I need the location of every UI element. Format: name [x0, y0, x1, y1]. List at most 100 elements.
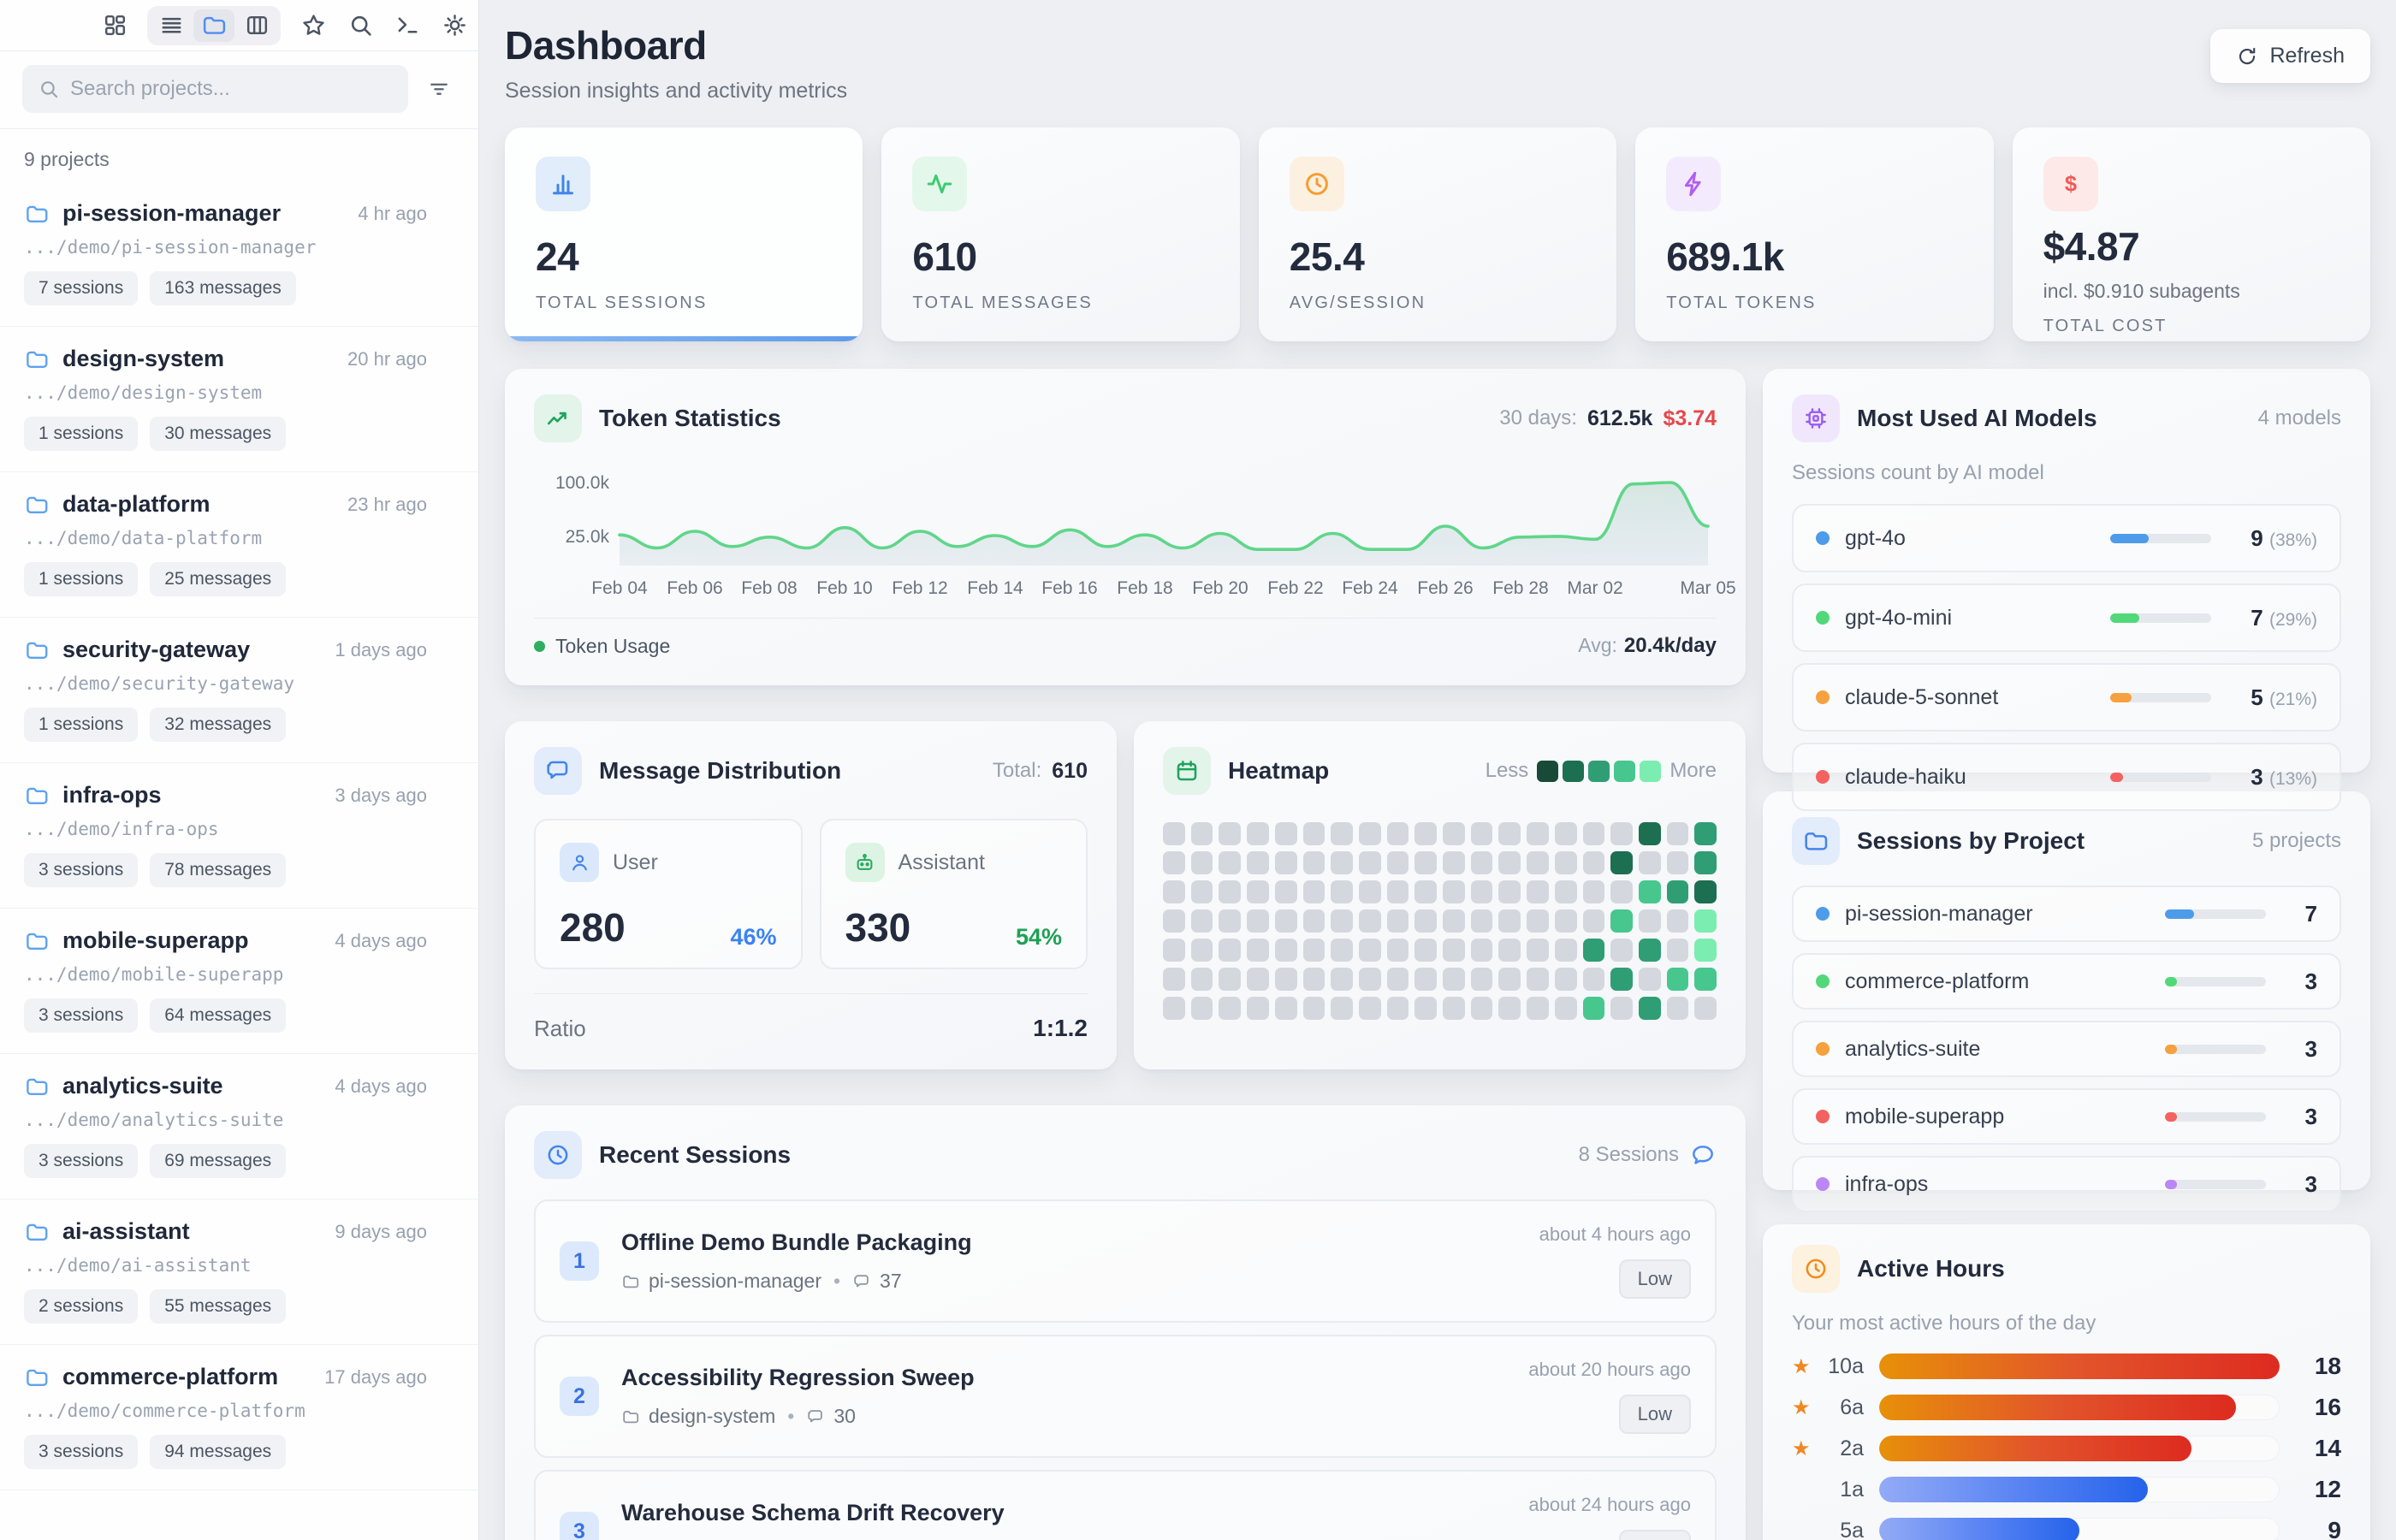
folder-icon	[621, 1272, 640, 1291]
x-tick-label: Feb 04	[591, 578, 647, 599]
heatmap-cell	[1667, 939, 1689, 962]
heatmap-cell	[1667, 880, 1689, 903]
chart-legend-label: Token Usage	[555, 635, 670, 658]
sidebar-project-item[interactable]: design-system 20 hr ago .../demo/design-…	[0, 327, 478, 472]
heatmap-cell	[1359, 880, 1381, 903]
project-updated-time: 9 days ago	[335, 1221, 427, 1243]
project-messages-badge: 69 messages	[150, 1144, 286, 1178]
active-hour-row-6a: ★ 6a 16	[1792, 1394, 2341, 1421]
project-sessions-row-commerce-platform[interactable]: commerce-platform 3	[1792, 953, 2341, 1010]
projects-count: 9 projects	[0, 129, 478, 181]
model-row-gpt-4o[interactable]: gpt-4o 9 (38%)	[1792, 504, 2341, 572]
heatmap-cell	[1387, 909, 1409, 933]
project-sessions-bar	[2165, 1180, 2266, 1189]
terminal-icon[interactable]	[393, 11, 422, 40]
folder-view-icon[interactable]	[193, 9, 234, 42]
message-icon	[806, 1407, 825, 1426]
heatmap-cell	[1191, 968, 1213, 991]
project-name: mobile-superapp	[1845, 1105, 2004, 1129]
sidebar-project-item[interactable]: commerce-platform 17 days ago .../demo/c…	[0, 1345, 478, 1490]
refresh-button[interactable]: Refresh	[2210, 29, 2370, 83]
titlebar	[0, 0, 478, 51]
x-tick-label: Feb 24	[1342, 578, 1397, 599]
sidebar-project-item[interactable]: mobile-superapp 4 days ago .../demo/mobi…	[0, 909, 478, 1054]
heatmap-cell	[1498, 822, 1521, 845]
model-color-dot	[1816, 770, 1830, 784]
project-color-dot	[1816, 1042, 1830, 1056]
sidebar-project-item[interactable]: security-gateway 1 days ago .../demo/sec…	[0, 618, 478, 763]
project-sessions-row-infra-ops[interactable]: infra-ops 3	[1792, 1156, 2341, 1212]
dashboard-grid-icon[interactable]	[100, 11, 129, 40]
heatmap-cell	[1443, 822, 1465, 845]
session-row[interactable]: 2 Accessibility Regression Sweep design-…	[534, 1335, 1717, 1458]
model-row-gpt-4o-mini[interactable]: gpt-4o-mini 7 (29%)	[1792, 583, 2341, 652]
session-row[interactable]: 3 Warehouse Schema Drift Recovery data-p…	[534, 1470, 1717, 1540]
heatmap-cell	[1303, 822, 1326, 845]
stat-card-total-sessions[interactable]: 24 TOTAL SESSIONS	[505, 127, 863, 341]
search-input[interactable]	[22, 65, 408, 113]
x-tick-label: Feb 18	[1117, 578, 1172, 599]
model-usage-value: 7 (29%)	[2211, 605, 2317, 631]
panel-title: Active Hours	[1857, 1255, 2005, 1282]
sidebar-project-item[interactable]: analytics-suite 4 days ago .../demo/anal…	[0, 1054, 478, 1199]
search-projects-field[interactable]	[70, 77, 393, 101]
view-switcher	[147, 6, 281, 45]
recent-sessions-panel: Recent Sessions 8 Sessions 1 Offline Dem…	[505, 1105, 1746, 1540]
heatmap-cell	[1555, 997, 1577, 1020]
filter-icon[interactable]	[422, 72, 456, 106]
heatmap-cell	[1667, 909, 1689, 933]
heatmap-cell	[1387, 880, 1409, 903]
session-priority-badge: Low	[1619, 1259, 1691, 1299]
project-name: infra-ops	[1845, 1172, 1928, 1197]
hour-label: 5a	[1818, 1519, 1864, 1540]
hour-bar	[1879, 1395, 2280, 1420]
project-sessions-badge: 7 sessions	[24, 271, 138, 305]
stat-card-avg-session[interactable]: 25.4 AVG/SESSION	[1259, 127, 1616, 341]
toolbar	[100, 6, 469, 45]
stat-card-total-tokens[interactable]: 689.1k TOTAL TOKENS	[1635, 127, 1993, 341]
folder-icon	[621, 1407, 640, 1426]
search-icon[interactable]	[346, 11, 375, 40]
sidebar-project-item[interactable]: infra-ops 3 days ago .../demo/infra-ops …	[0, 763, 478, 909]
columns-view-icon[interactable]	[236, 9, 277, 42]
star-icon[interactable]	[299, 11, 328, 40]
project-name: infra-ops	[62, 782, 162, 808]
heatmap-less-label: Less	[1486, 759, 1529, 783]
cpu-chip-icon	[1792, 394, 1840, 442]
legend-dot	[534, 641, 545, 652]
heatmap-cell	[1527, 880, 1549, 903]
heatmap-cell	[1610, 822, 1633, 845]
heatmap-cell	[1414, 968, 1437, 991]
sidebar-project-item[interactable]: data-platform 23 hr ago .../demo/data-pl…	[0, 472, 478, 618]
total-messages: 610	[1052, 759, 1088, 784]
heatmap-cell	[1387, 939, 1409, 962]
range-total-tokens: 612.5k	[1587, 406, 1652, 431]
svg-text:25.0k: 25.0k	[566, 527, 610, 547]
sidebar-project-item[interactable]: ai-assistant 9 days ago .../demo/ai-assi…	[0, 1199, 478, 1345]
ratio-label: Ratio	[534, 1016, 586, 1042]
heatmap-cell	[1583, 968, 1605, 991]
project-path: .../demo/ai-assistant	[24, 1255, 427, 1276]
list-view-icon[interactable]	[151, 9, 192, 42]
project-sessions-row-pi-session-manager[interactable]: pi-session-manager 7	[1792, 886, 2341, 942]
x-tick-label: Feb 14	[967, 578, 1023, 599]
model-row-claude-5-sonnet[interactable]: claude-5-sonnet 5 (21%)	[1792, 663, 2341, 732]
active-hour-row-10a: ★ 10a 18	[1792, 1353, 2341, 1380]
heatmap-cell	[1163, 939, 1185, 962]
project-sessions-row-mobile-superapp[interactable]: mobile-superapp 3	[1792, 1088, 2341, 1145]
sidebar-project-item[interactable]: pi-session-manager 4 hr ago .../demo/pi-…	[0, 181, 478, 327]
model-row-claude-haiku[interactable]: claude-haiku 3 (13%)	[1792, 743, 2341, 811]
hour-label: 1a	[1818, 1478, 1864, 1502]
model-name: claude-haiku	[1845, 765, 1966, 790]
project-sessions-bar	[2165, 1112, 2266, 1122]
chat-bubble-icon[interactable]	[1689, 1141, 1717, 1169]
session-row[interactable]: 1 Offline Demo Bundle Packaging pi-sessi…	[534, 1199, 1717, 1323]
project-sessions-row-analytics-suite[interactable]: analytics-suite 3	[1792, 1021, 2341, 1077]
gear-icon[interactable]	[440, 11, 469, 40]
projects-panel-count: 5 projects	[2252, 829, 2341, 853]
stat-card-total-cost[interactable]: $ $4.87 incl. $0.910 subagents TOTAL COS…	[2013, 127, 2370, 341]
heatmap-cell	[1331, 822, 1353, 845]
stat-card-total-messages[interactable]: 610 TOTAL MESSAGES	[881, 127, 1239, 341]
heatmap-cell	[1359, 822, 1381, 845]
heatmap-cell	[1219, 851, 1241, 874]
